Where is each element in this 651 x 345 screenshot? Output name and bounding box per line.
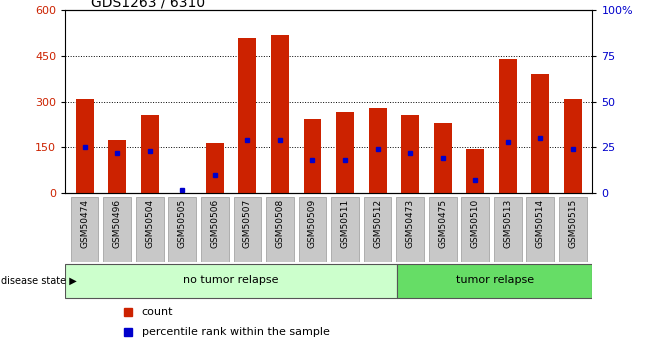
Bar <box>462 197 489 262</box>
Bar <box>104 197 131 262</box>
Bar <box>206 143 224 193</box>
Bar <box>396 197 424 262</box>
Text: GSM50515: GSM50515 <box>568 199 577 248</box>
Text: GSM50512: GSM50512 <box>373 199 382 248</box>
Bar <box>466 149 484 193</box>
Text: GSM50511: GSM50511 <box>340 199 350 248</box>
Bar <box>397 264 592 298</box>
Bar <box>401 116 419 193</box>
Text: GSM50473: GSM50473 <box>406 199 415 248</box>
Bar <box>494 197 521 262</box>
Bar <box>266 197 294 262</box>
Text: GSM50509: GSM50509 <box>308 199 317 248</box>
Text: disease state ▶: disease state ▶ <box>1 276 76 286</box>
Bar <box>531 74 549 193</box>
Text: GSM50496: GSM50496 <box>113 199 122 248</box>
Bar <box>434 123 452 193</box>
Bar <box>136 197 163 262</box>
Bar <box>564 99 582 193</box>
Bar <box>201 197 229 262</box>
Bar <box>499 59 517 193</box>
Text: no tumor relapse: no tumor relapse <box>184 275 279 285</box>
Text: percentile rank within the sample: percentile rank within the sample <box>141 327 329 337</box>
Bar <box>76 99 94 193</box>
Text: GSM50508: GSM50508 <box>275 199 284 248</box>
Text: tumor relapse: tumor relapse <box>456 275 534 285</box>
Text: GSM50474: GSM50474 <box>80 199 89 248</box>
Bar <box>364 197 391 262</box>
Bar <box>108 140 126 193</box>
Bar <box>238 38 256 193</box>
Text: GSM50510: GSM50510 <box>471 199 480 248</box>
Bar <box>368 108 387 193</box>
Bar <box>234 197 261 262</box>
Text: count: count <box>141 307 173 317</box>
Text: GSM50475: GSM50475 <box>438 199 447 248</box>
Bar <box>527 197 554 262</box>
Bar <box>303 119 322 193</box>
Text: GSM50504: GSM50504 <box>145 199 154 248</box>
Text: GSM50505: GSM50505 <box>178 199 187 248</box>
Bar <box>559 197 587 262</box>
Bar <box>331 197 359 262</box>
Bar <box>65 264 397 298</box>
Text: GSM50507: GSM50507 <box>243 199 252 248</box>
Bar <box>299 197 326 262</box>
Text: GDS1263 / 6310: GDS1263 / 6310 <box>91 0 206 9</box>
Bar <box>169 197 196 262</box>
Text: GSM50514: GSM50514 <box>536 199 545 248</box>
Text: GSM50513: GSM50513 <box>503 199 512 248</box>
Bar <box>336 112 354 193</box>
Text: GSM50506: GSM50506 <box>210 199 219 248</box>
Bar <box>429 197 456 262</box>
Bar <box>141 116 159 193</box>
Bar <box>71 197 98 262</box>
Bar <box>271 35 289 193</box>
